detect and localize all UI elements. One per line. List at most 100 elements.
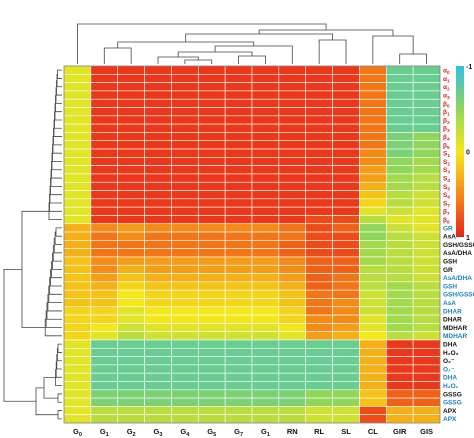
heatmap-cell: [197, 115, 226, 125]
heatmap-cell: [412, 347, 441, 357]
heatmap-cell: [251, 90, 280, 100]
heatmap-cell: [224, 115, 253, 125]
heatmap-cell: [171, 339, 199, 349]
column-label: GIS: [420, 427, 433, 436]
heatmap-cell: [171, 140, 199, 150]
heatmap-cell: [412, 372, 441, 382]
heatmap-cell: [412, 173, 441, 183]
heatmap-cell: [278, 132, 307, 142]
heatmap-cell: [359, 273, 387, 283]
heatmap-cell: [90, 289, 119, 299]
heatmap-cell: [385, 65, 414, 75]
heatmap-cell: [332, 256, 360, 266]
heatmap-cell: [251, 306, 280, 316]
heatmap-cell: [412, 157, 441, 166]
heatmap-cell: [117, 347, 145, 357]
heatmap-cell: [385, 74, 414, 83]
heatmap-cell: [305, 397, 333, 407]
column-label: G4: [180, 427, 190, 438]
heatmap-cell: [144, 231, 172, 241]
heatmap-cell: [278, 82, 307, 92]
heatmap-cell: [117, 331, 145, 341]
heatmap-cell: [171, 248, 199, 258]
heatmap-cell: [63, 323, 92, 332]
row-label: AsA: [443, 234, 456, 241]
heatmap-cell: [278, 248, 307, 258]
heatmap-cell: [117, 381, 145, 391]
heatmap-cell: [305, 190, 333, 200]
heatmap-cell: [278, 356, 307, 366]
heatmap-cell: [332, 356, 360, 366]
heatmap-cell: [385, 123, 414, 133]
heatmap-cell: [305, 165, 333, 175]
heatmap-cell: [359, 123, 387, 133]
heatmap-cell: [305, 148, 333, 158]
heatmap-cell: [63, 406, 92, 415]
heatmap-cell: [224, 82, 253, 92]
heatmap-cell: [412, 339, 441, 349]
dendrogram-link: [372, 35, 414, 64]
heatmap-cell: [224, 231, 253, 241]
heatmap-cell: [171, 148, 199, 158]
heatmap-cell: [117, 314, 145, 324]
heatmap-cell: [171, 206, 199, 216]
row-label: GSH: [443, 259, 457, 266]
heatmap-cell: [332, 82, 360, 92]
heatmap-cell: [90, 389, 119, 399]
heatmap-cell: [117, 198, 145, 208]
heatmap-cell: [385, 414, 414, 424]
heatmap-cell: [305, 248, 333, 258]
heatmap-cell: [332, 248, 360, 258]
heatmap-cell: [278, 414, 307, 424]
colorbar-gradient: [456, 66, 464, 237]
row-label: DHA: [443, 342, 457, 349]
heatmap-cell: [197, 372, 226, 382]
heatmap-cell: [171, 215, 199, 225]
heatmap-cell: [305, 281, 333, 291]
heatmap-cell: [63, 381, 92, 391]
heatmap-cell: [117, 98, 145, 108]
row-label: AsA/DHA: [443, 250, 472, 257]
heatmap-cell: [224, 406, 253, 415]
heatmap-cell: [385, 281, 414, 291]
heatmap-cell: [90, 406, 119, 415]
heatmap-cell: [278, 165, 307, 175]
heatmap-cell: [385, 132, 414, 142]
heatmap-cell: [251, 198, 280, 208]
heatmap-cell: [359, 347, 387, 357]
heatmap-cell: [412, 115, 441, 125]
heatmap-cell: [63, 140, 92, 150]
row-label: GR: [443, 225, 453, 232]
heatmap-cell: [412, 331, 441, 341]
heatmap-cell: [144, 389, 172, 399]
heatmap-cell: [224, 264, 253, 274]
heatmap-cell: [63, 198, 92, 208]
heatmap-cell: [251, 181, 280, 191]
row-label: α1: [443, 76, 450, 85]
heatmap-cell: [251, 148, 280, 158]
heatmap-cell: [90, 140, 119, 150]
heatmap-cell: [385, 306, 414, 316]
heatmap-cell: [278, 148, 307, 158]
heatmap-cell: [63, 389, 92, 399]
column-label: G5: [207, 427, 216, 438]
heatmap-cell: [63, 148, 92, 158]
heatmap-cell: [117, 90, 145, 100]
heatmap-cell: [359, 356, 387, 366]
heatmap-cell: [197, 397, 226, 407]
heatmap-cell: [224, 314, 253, 324]
dendrogram-link: [214, 45, 293, 64]
heatmap-cell: [251, 414, 280, 424]
heatmap-cell: [63, 173, 92, 183]
heatmap-cell: [144, 223, 172, 233]
heatmap-cell: [90, 65, 119, 75]
column-label: CL: [368, 427, 378, 436]
heatmap-cell: [359, 381, 387, 391]
column-label: SL: [341, 427, 351, 436]
heatmap-cell: [278, 331, 307, 341]
heatmap-cell: [117, 306, 145, 316]
heatmap-cell: [90, 414, 119, 424]
dendrogram-link: [57, 343, 62, 353]
heatmap-cell: [359, 364, 387, 374]
heatmap-cell: [412, 206, 441, 216]
